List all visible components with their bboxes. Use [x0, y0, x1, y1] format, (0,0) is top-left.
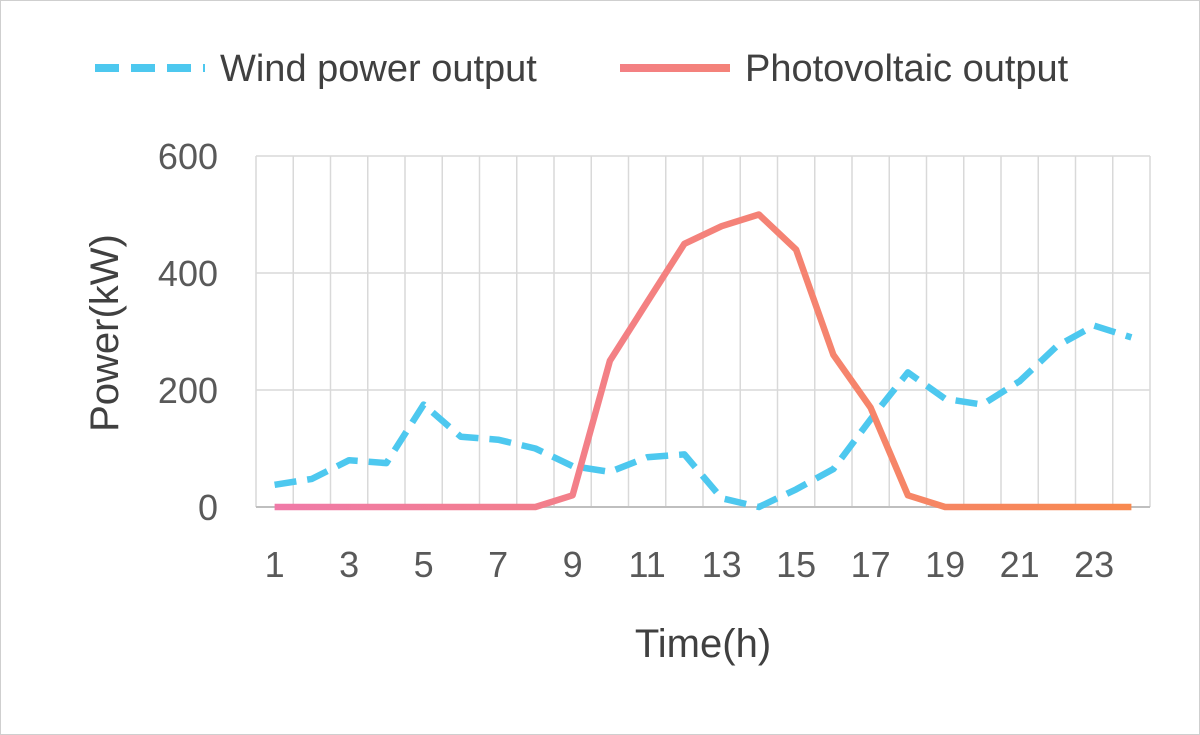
legend-label-wind: Wind power output	[220, 48, 537, 90]
y-tick-label: 0	[198, 487, 218, 528]
x-tick-label: 17	[851, 544, 891, 585]
x-axis-ticks: 1 3 5 7 9 11 13 15 17 19 21 23	[265, 544, 1115, 585]
y-axis-ticks: 0 200 400 600	[158, 136, 218, 528]
x-tick-label: 3	[339, 544, 359, 585]
y-tick-label: 600	[158, 136, 218, 177]
series-line-wind	[274, 322, 1133, 511]
x-tick-label: 15	[776, 544, 816, 585]
series-line-pv	[274, 211, 1132, 511]
legend-label-pv: Photovoltaic output	[745, 48, 1069, 90]
x-tick-label: 7	[488, 544, 508, 585]
x-tick-label: 13	[702, 544, 742, 585]
legend: Wind power output Photovoltaic output	[95, 48, 1069, 90]
series-lines	[274, 211, 1133, 511]
y-tick-label: 400	[158, 253, 218, 294]
x-tick-label: 21	[1000, 544, 1040, 585]
y-tick-label: 200	[158, 370, 218, 411]
x-tick-label: 1	[265, 544, 285, 585]
x-tick-label: 9	[563, 544, 583, 585]
x-tick-label: 23	[1074, 544, 1114, 585]
y-axis-title: Power(kW)	[83, 234, 127, 432]
x-axis-title: Time(h)	[635, 622, 771, 666]
x-tick-label: 5	[414, 544, 434, 585]
x-tick-label: 11	[628, 544, 665, 585]
x-tick-label: 19	[925, 544, 965, 585]
grid	[255, 155, 1151, 508]
